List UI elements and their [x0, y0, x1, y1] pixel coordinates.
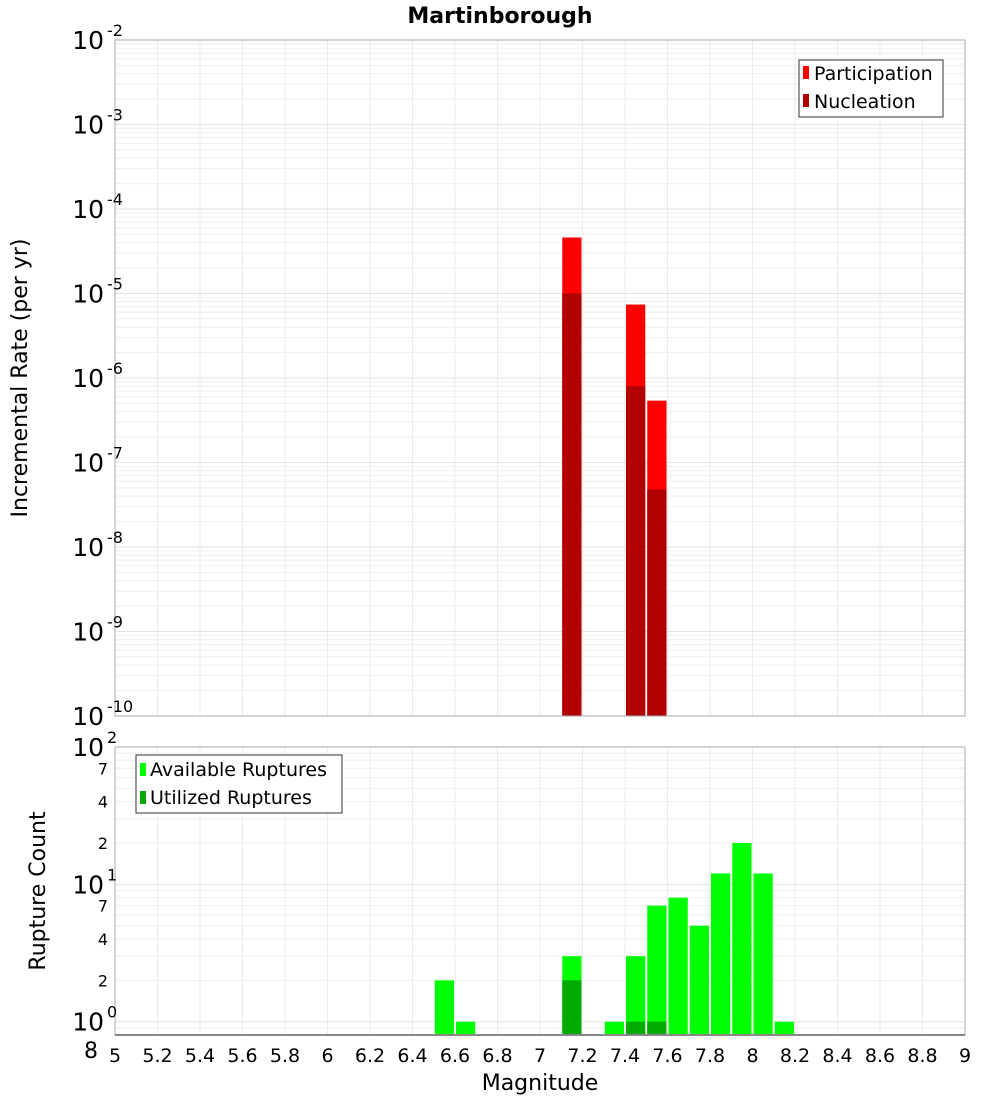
bar-nucleation [647, 489, 667, 716]
y-tick-label-minor: 4 [98, 793, 108, 812]
y-tick-label-base: 10 [72, 195, 104, 224]
y-tick-label-exponent: 2 [107, 728, 117, 747]
y-tick-label-exponent: -7 [107, 444, 123, 463]
y-tick-label-exponent: -4 [107, 190, 123, 209]
y-tick-label-base: 10 [72, 280, 104, 309]
legend-swatch [803, 94, 809, 107]
bar-available-ruptures [434, 980, 454, 1035]
x-tick-label: 5.8 [270, 1045, 300, 1067]
bar-utilized-ruptures [626, 1021, 646, 1035]
legend-swatch [140, 763, 146, 776]
y-tick-label-base: 10 [72, 533, 104, 562]
legend-label: Nucleation [814, 91, 916, 113]
y-tick-label-base: 10 [72, 364, 104, 393]
y-tick-label-exponent: 0 [107, 1003, 117, 1022]
x-tick-label: 8.6 [865, 1045, 895, 1067]
y-tick-label-exponent: -3 [107, 106, 123, 125]
x-tick-label: 6.2 [355, 1045, 385, 1067]
x-tick-label: 8.2 [780, 1045, 810, 1067]
legend-box [798, 59, 944, 118]
x-tick-label: 8.8 [907, 1045, 937, 1067]
x-tick-label: 6 [321, 1045, 333, 1067]
x-tick-label: 9 [959, 1045, 971, 1067]
y-tick-label-exponent: -6 [107, 359, 123, 378]
y-tick-label-base: 10 [72, 702, 104, 731]
legend-swatch [803, 66, 809, 79]
y-tick-label-exponent: -9 [107, 613, 123, 632]
x-tick-label: 5 [109, 1045, 121, 1067]
bar-available-ruptures [668, 897, 688, 1035]
y-tick-label-minor: 7 [98, 897, 108, 916]
bar-available-ruptures [774, 1021, 794, 1035]
x-tick-label: 6.6 [440, 1045, 470, 1067]
y-tick-label-exponent: -2 [107, 21, 123, 40]
x-tick-label: 8.4 [822, 1045, 852, 1067]
x-tick-label: 7.2 [567, 1045, 597, 1067]
top-y-axis-label: Incremental Rate (per yr) [8, 239, 33, 518]
y-tick-label-minor: 4 [98, 930, 108, 949]
bar-available-ruptures [753, 873, 773, 1035]
bar-available-ruptures [626, 956, 646, 1035]
x-tick-label: 5.4 [185, 1045, 215, 1067]
x-axis-label: Magnitude [482, 1071, 599, 1096]
y-tick-label-exponent: -10 [107, 697, 133, 716]
y-tick-label-base: 10 [72, 733, 104, 762]
y-tick-label-exponent: -5 [107, 275, 123, 294]
bar-utilized-ruptures [647, 1021, 667, 1035]
x-tick-label: 6.4 [397, 1045, 427, 1067]
x-tick-label: 5.6 [227, 1045, 257, 1067]
bar-utilized-ruptures [562, 980, 582, 1035]
y-tick-label-minor: 2 [98, 971, 108, 990]
y-tick-label-exponent: 1 [107, 865, 117, 884]
y-tick-label-base: 10 [72, 1008, 104, 1037]
y-tick-label-base: 10 [72, 870, 104, 899]
chart-title: Martinborough [407, 4, 592, 29]
y-tick-label-base: 10 [72, 618, 104, 647]
y-tick-label-base: 10 [72, 26, 104, 55]
legend-label: Utilized Ruptures [150, 787, 312, 809]
x-tick-label: 8 [746, 1045, 758, 1067]
bar-available-ruptures [711, 873, 731, 1035]
bar-available-ruptures [732, 843, 752, 1035]
legend-label: Participation [814, 63, 933, 85]
y-tick-label-minor: 7 [98, 759, 108, 778]
x-tick-label: 7.4 [610, 1045, 640, 1067]
y-tick-label-minor: 2 [98, 834, 108, 853]
bar-nucleation [626, 386, 646, 716]
legend-box [135, 754, 343, 814]
x-tick-label: 5.2 [142, 1045, 172, 1067]
bar-available-ruptures [647, 905, 667, 1035]
x-tick-label: 7.6 [652, 1045, 682, 1067]
bottom-y-axis-label: Rupture Count [26, 811, 51, 971]
y-tick-label-exponent: -8 [107, 528, 123, 547]
x-tick-label: 7 [534, 1045, 546, 1067]
x-tick-label: 6.8 [482, 1045, 512, 1067]
y-tick-label-base: 10 [72, 111, 104, 140]
legend-label: Available Ruptures [150, 759, 327, 781]
bar-available-ruptures [456, 1021, 476, 1035]
y-tick-label-minor: 8 [84, 1039, 98, 1064]
legend-swatch [140, 791, 146, 804]
top-plot-frame [114, 39, 966, 717]
bar-nucleation [562, 293, 582, 716]
y-tick-label-base: 10 [72, 449, 104, 478]
bar-available-ruptures [689, 925, 709, 1035]
x-tick-label: 7.8 [695, 1045, 725, 1067]
bar-available-ruptures [604, 1021, 624, 1035]
